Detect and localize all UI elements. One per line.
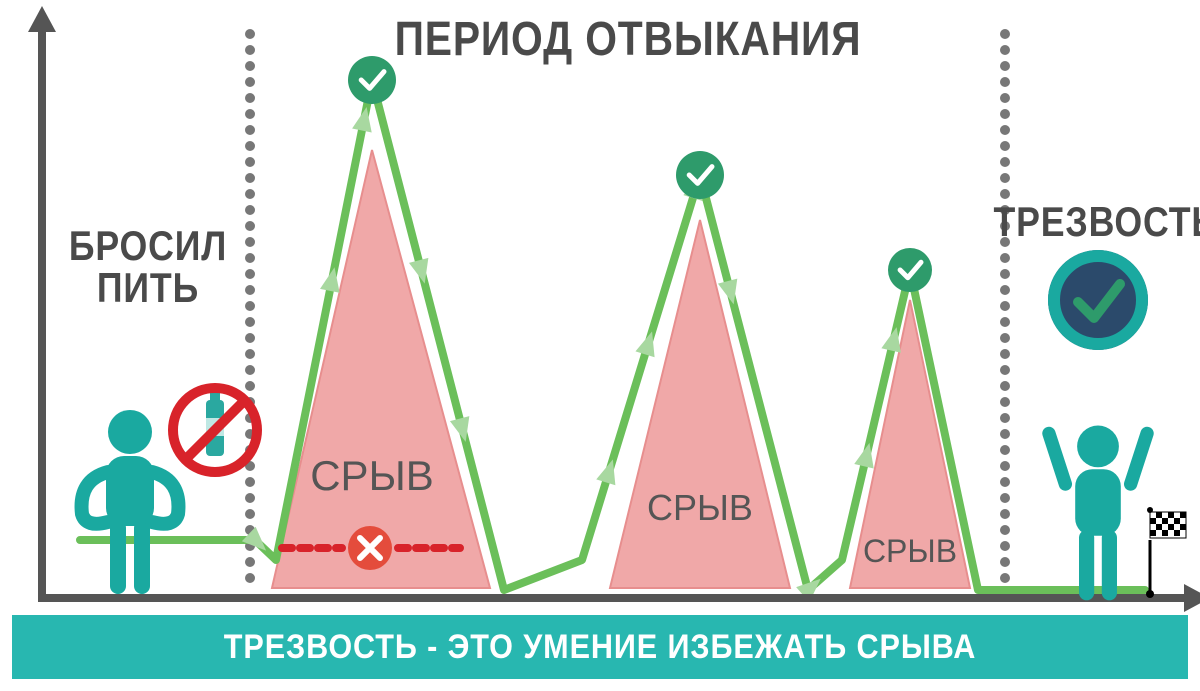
section-divider-dot — [245, 557, 255, 567]
section-divider-dot — [1000, 77, 1010, 87]
section-divider-dot — [1000, 477, 1010, 487]
section-divider-dot — [245, 509, 255, 519]
section-divider-dot — [245, 157, 255, 167]
section-divider-dot — [1000, 141, 1010, 151]
section-divider-dot — [245, 173, 255, 183]
section-divider-dot — [1000, 525, 1010, 535]
section-divider-dot — [1000, 445, 1010, 455]
section-divider-dot — [1000, 413, 1010, 423]
section-divider-dot — [245, 493, 255, 503]
section-divider-dot — [245, 77, 255, 87]
y-axis-arrow-icon — [28, 6, 56, 32]
right-title: ТРЕЗВОСТЬ — [993, 198, 1200, 246]
section-divider-dot — [245, 237, 255, 247]
section-divider-dot — [245, 205, 255, 215]
relapse-triangle — [272, 150, 490, 588]
section-divider-dot — [1000, 253, 1010, 263]
section-divider-dot — [245, 45, 255, 55]
section-divider-dot — [1000, 381, 1010, 391]
x-axis-arrow-icon — [1184, 584, 1200, 612]
section-divider-dot — [245, 573, 255, 583]
person-start-icon — [82, 410, 179, 594]
section-divider-dot — [1000, 93, 1010, 103]
section-divider-dot — [1000, 301, 1010, 311]
section-divider-dot — [1000, 173, 1010, 183]
section-divider-dot — [1000, 269, 1010, 279]
bottom-bar-text: ТРЕЗВОСТЬ - ЭТО УМЕНИЕ ИЗБЕЖАТЬ СРЫВА — [224, 628, 976, 667]
section-divider-dot — [1000, 157, 1010, 167]
check-badge-icon — [888, 248, 932, 292]
top-title: ПЕРИОД ОТВЫКАНИЯ — [392, 12, 865, 67]
section-divider-dot — [245, 349, 255, 359]
section-divider-dot — [1000, 461, 1010, 471]
section-divider-dot — [245, 381, 255, 391]
section-divider-dot — [1000, 285, 1010, 295]
check-badge-icon — [676, 151, 724, 199]
relapse-label: СРЫВ — [310, 452, 434, 499]
section-divider-dot — [1000, 29, 1010, 39]
section-divider-dot — [245, 29, 255, 39]
section-divider-dot — [1000, 349, 1010, 359]
left-label-line2: ПИТЬ — [63, 264, 233, 312]
section-divider-dot — [245, 189, 255, 199]
section-divider-dot — [245, 317, 255, 327]
section-divider-dot — [245, 333, 255, 343]
section-divider-dot — [245, 365, 255, 375]
section-divider-dot — [1000, 429, 1010, 439]
section-divider-dot — [245, 61, 255, 71]
section-divider-dot — [1000, 333, 1010, 343]
section-divider-dot — [1000, 61, 1010, 71]
section-divider-dot — [1000, 397, 1010, 407]
section-divider-dot — [245, 301, 255, 311]
section-divider-dot — [245, 125, 255, 135]
left-label-line1: БРОСИЛ — [63, 222, 233, 270]
section-divider-dot — [245, 141, 255, 151]
section-divider-dot — [245, 285, 255, 295]
section-divider-dot — [1000, 365, 1010, 375]
check-badge-icon — [348, 56, 396, 104]
section-divider-dot — [245, 477, 255, 487]
section-divider-dot — [1000, 317, 1010, 327]
section-divider-dot — [1000, 109, 1010, 119]
section-divider-dot — [1000, 45, 1010, 55]
relapse-label: СРЫВ — [647, 487, 753, 528]
person-goal-icon — [1041, 425, 1156, 600]
section-divider-dot — [245, 109, 255, 119]
finish-flag-icon — [1146, 507, 1186, 598]
no-bottle-icon — [173, 388, 257, 472]
progress-line — [80, 80, 1145, 590]
section-divider-dot — [1000, 573, 1010, 583]
section-divider-dot — [245, 253, 255, 263]
section-divider-dot — [245, 269, 255, 279]
section-divider-dot — [1000, 541, 1010, 551]
section-divider-dot — [245, 221, 255, 231]
section-divider-dot — [1000, 557, 1010, 567]
section-divider-dot — [245, 93, 255, 103]
section-divider-dot — [1000, 493, 1010, 503]
section-divider-dot — [1000, 509, 1010, 519]
bottom-bar: ТРЕЗВОСТЬ - ЭТО УМЕНИЕ ИЗБЕЖАТЬ СРЫВА — [12, 615, 1188, 679]
section-divider-dot — [1000, 125, 1010, 135]
relapse-label: СРЫВ — [863, 533, 957, 569]
